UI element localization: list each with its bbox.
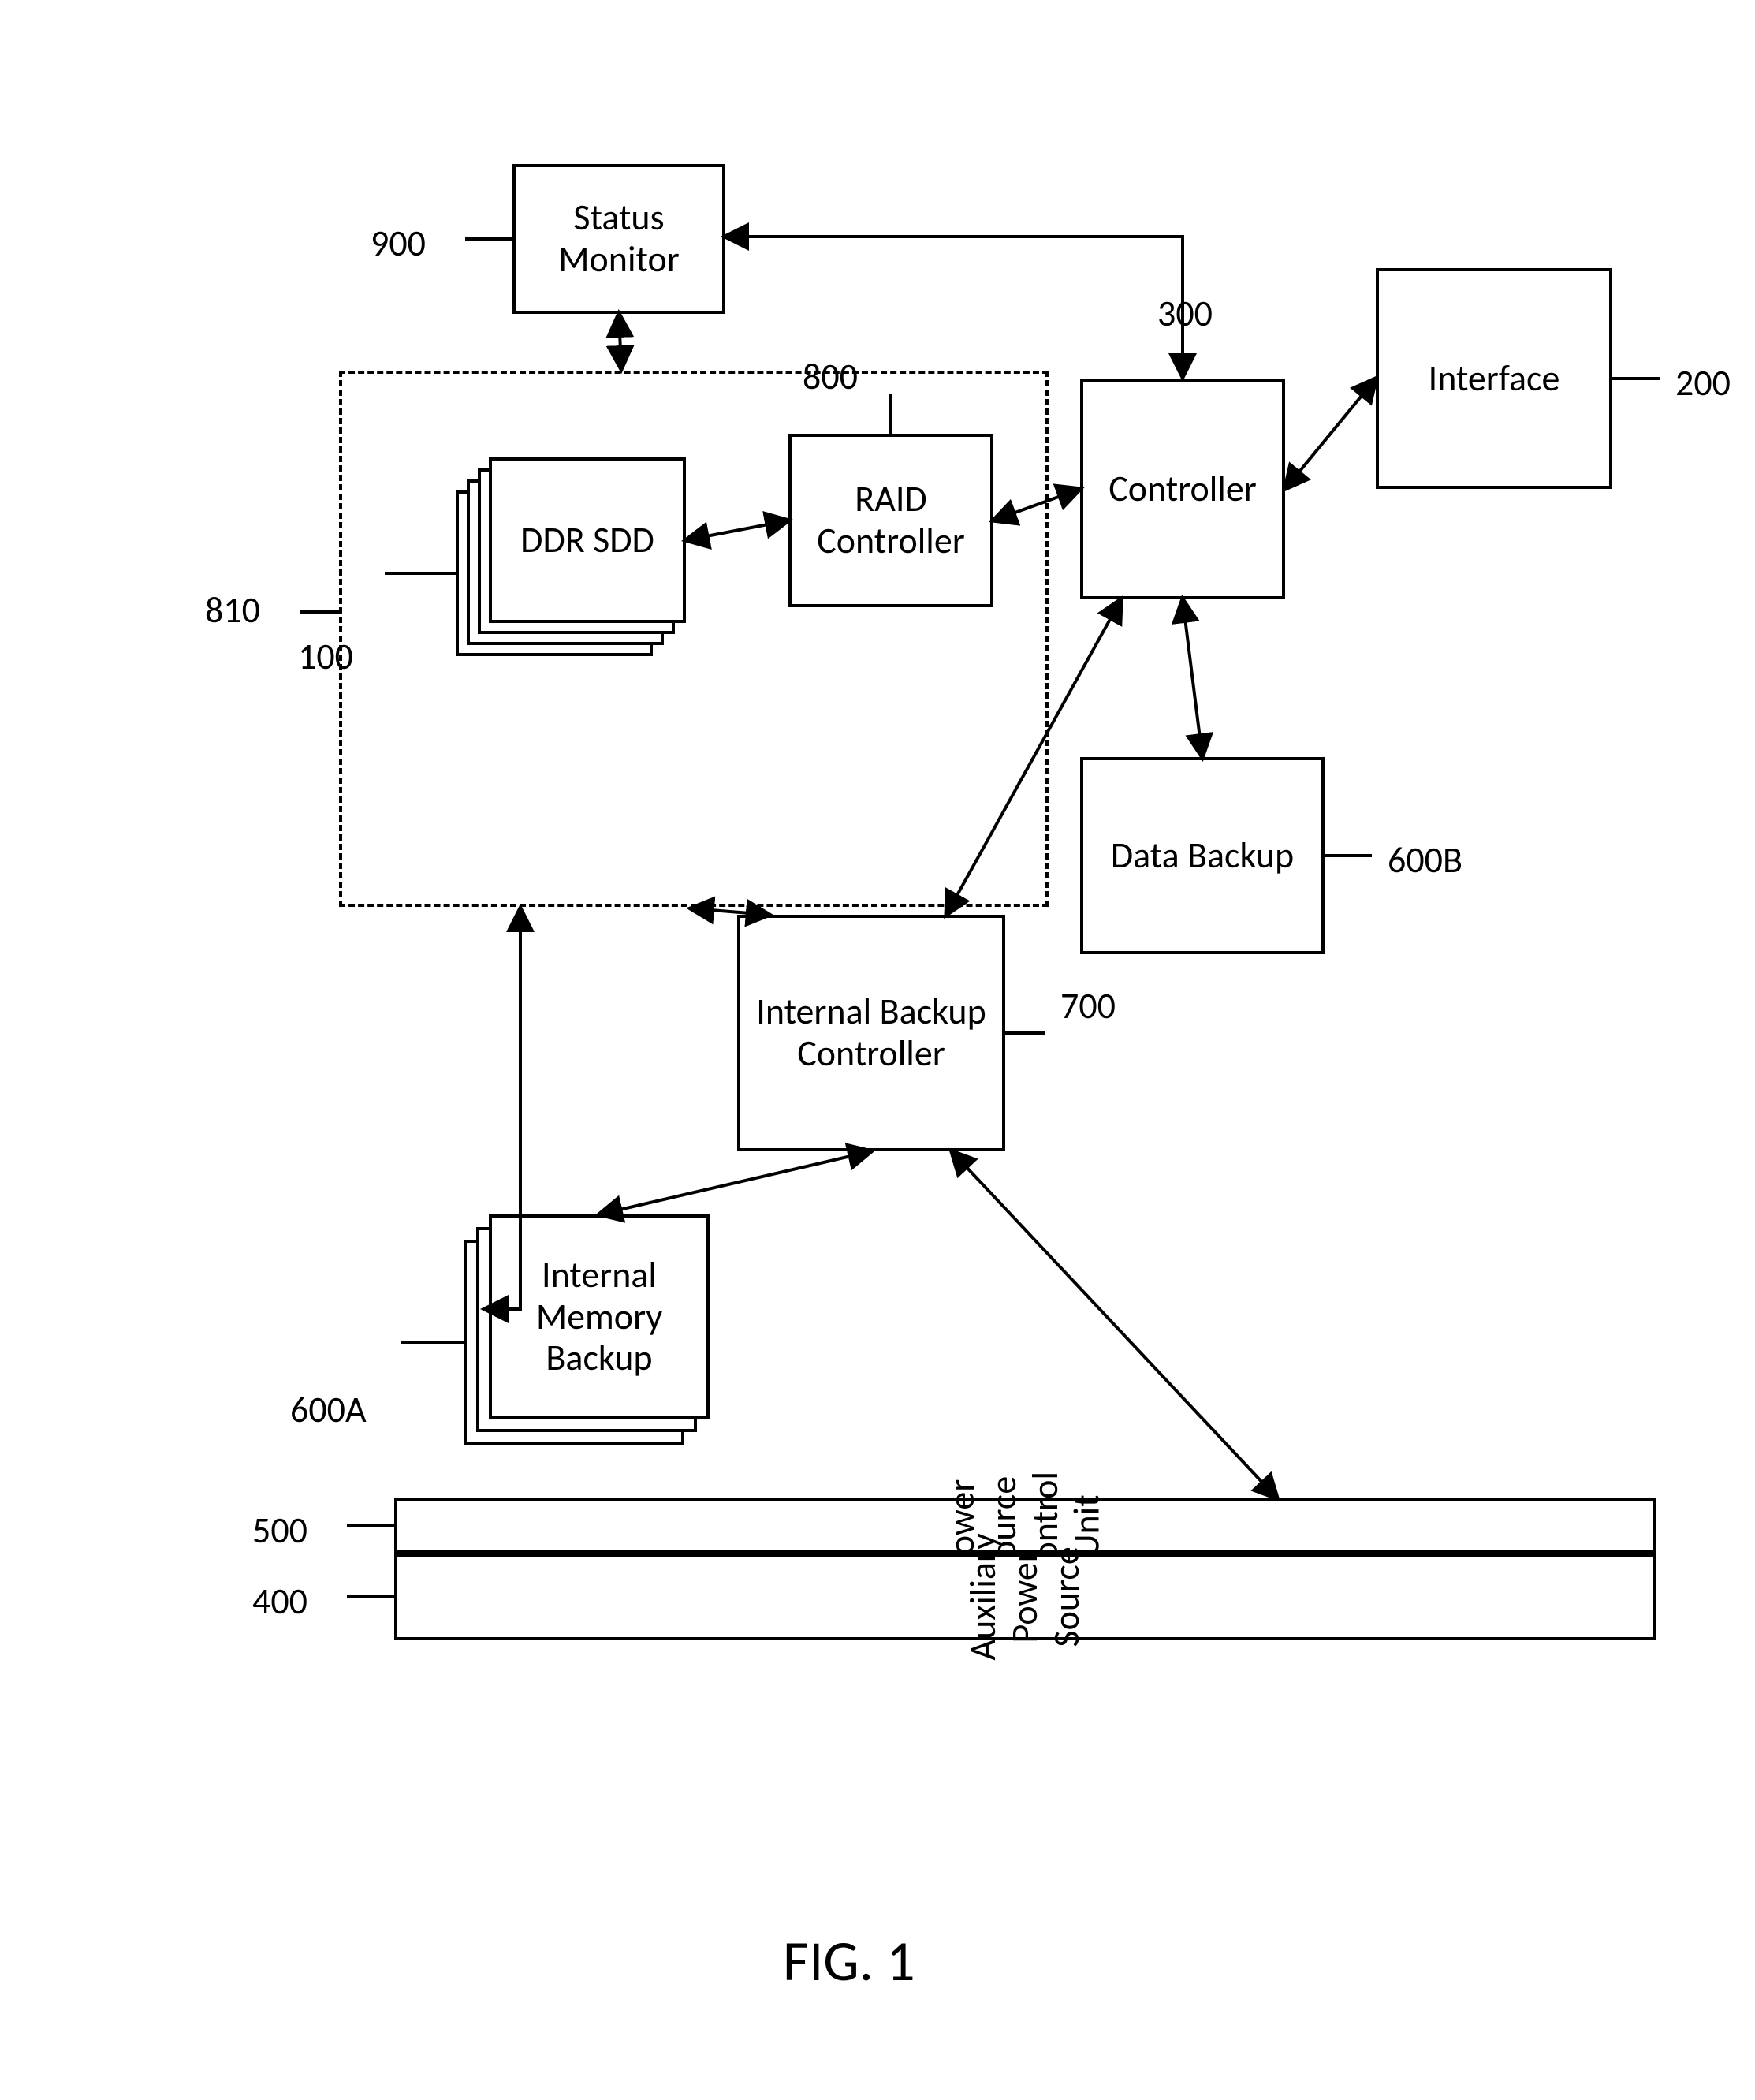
- internal_memory-ref: 600A: [290, 1388, 367, 1432]
- data_backup-ref: 600B: [1388, 838, 1462, 882]
- dashed-region: [339, 371, 1049, 907]
- internal_memory-label: Internal Memory Backup: [498, 1255, 700, 1380]
- data_backup-block: Data Backup: [1080, 757, 1325, 954]
- interface-label: Interface: [1429, 358, 1560, 400]
- pscu-ref: 500: [252, 1509, 307, 1553]
- controller-ref: 300: [1157, 292, 1213, 336]
- internal_memory-block: Internal Memory Backup: [489, 1214, 710, 1419]
- interface-ref: 200: [1675, 361, 1731, 405]
- aux_power-block: Auxiliary Power Source: [394, 1554, 1656, 1640]
- ddr_sdd-ref: 100: [298, 635, 353, 679]
- aux_power-label: Auxiliary Power Source: [963, 1533, 1088, 1661]
- dashed-region-ref: 810: [205, 588, 260, 632]
- data_backup-label: Data Backup: [1111, 835, 1294, 877]
- controller-block: Controller: [1080, 379, 1285, 599]
- status_monitor-ref: 900: [371, 222, 426, 266]
- controller-label: Controller: [1109, 468, 1257, 510]
- internal_backup-label: Internal Backup Controller: [756, 991, 986, 1075]
- status_monitor-label: Status Monitor: [558, 197, 680, 281]
- status_monitor-block: Status Monitor: [512, 164, 725, 314]
- figure-label: FIG. 1: [783, 1927, 915, 1996]
- raid_controller-ref: 800: [803, 355, 858, 399]
- internal_backup-block: Internal Backup Controller: [737, 915, 1005, 1151]
- interface-block: Interface: [1376, 268, 1612, 489]
- internal_backup-ref: 700: [1060, 984, 1116, 1028]
- aux_power-ref: 400: [252, 1580, 307, 1624]
